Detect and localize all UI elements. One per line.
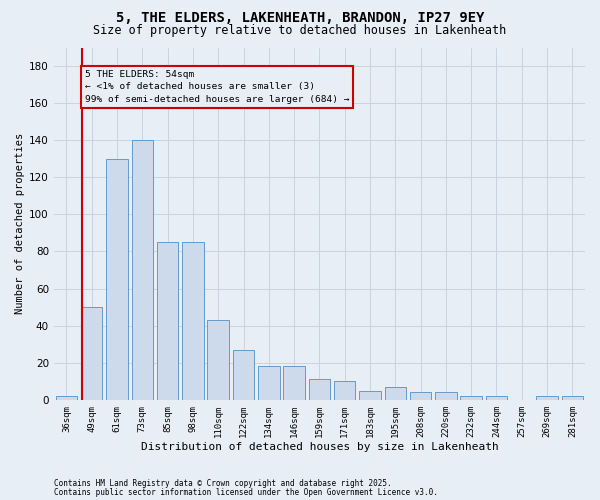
Bar xyxy=(56,396,77,400)
Bar xyxy=(536,396,558,400)
Text: Contains public sector information licensed under the Open Government Licence v3: Contains public sector information licen… xyxy=(54,488,438,497)
Bar xyxy=(131,140,153,400)
X-axis label: Distribution of detached houses by size in Lakenheath: Distribution of detached houses by size … xyxy=(140,442,498,452)
Bar xyxy=(106,159,128,400)
Bar xyxy=(157,242,178,400)
Text: Contains HM Land Registry data © Crown copyright and database right 2025.: Contains HM Land Registry data © Crown c… xyxy=(54,479,392,488)
Text: 5 THE ELDERS: 54sqm
← <1% of detached houses are smaller (3)
99% of semi-detache: 5 THE ELDERS: 54sqm ← <1% of detached ho… xyxy=(85,70,349,104)
Bar xyxy=(486,396,507,400)
Bar xyxy=(208,320,229,400)
Bar xyxy=(562,396,583,400)
Bar xyxy=(435,392,457,400)
Bar xyxy=(283,366,305,400)
Bar xyxy=(258,366,280,400)
Text: Size of property relative to detached houses in Lakenheath: Size of property relative to detached ho… xyxy=(94,24,506,37)
Bar xyxy=(359,390,381,400)
Bar xyxy=(233,350,254,400)
Text: 5, THE ELDERS, LAKENHEATH, BRANDON, IP27 9EY: 5, THE ELDERS, LAKENHEATH, BRANDON, IP27… xyxy=(116,11,484,25)
Bar xyxy=(334,382,355,400)
Bar xyxy=(81,307,103,400)
Bar xyxy=(182,242,203,400)
Bar xyxy=(460,396,482,400)
Bar xyxy=(308,380,330,400)
Bar xyxy=(410,392,431,400)
Y-axis label: Number of detached properties: Number of detached properties xyxy=(15,133,25,314)
Bar xyxy=(385,387,406,400)
